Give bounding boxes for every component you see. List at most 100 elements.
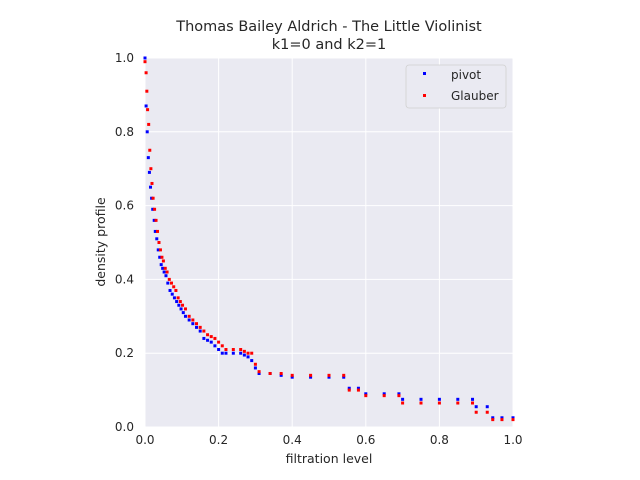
point-glauber xyxy=(511,418,515,422)
point-glauber xyxy=(144,71,148,75)
point-pivot xyxy=(191,322,195,326)
point-glauber xyxy=(191,318,195,322)
plot-area xyxy=(145,58,513,427)
point-pivot xyxy=(342,375,346,379)
point-glauber xyxy=(163,266,167,270)
point-glauber xyxy=(309,373,313,377)
point-pivot xyxy=(347,386,351,390)
point-glauber xyxy=(491,418,495,422)
point-pivot xyxy=(202,336,206,340)
point-glauber xyxy=(145,89,149,93)
point-glauber xyxy=(161,259,165,263)
point-pivot xyxy=(253,366,257,370)
legend-marker-pivot xyxy=(423,72,426,75)
point-pivot xyxy=(397,392,401,396)
point-glauber xyxy=(456,401,460,405)
point-pivot xyxy=(162,270,166,274)
point-pivot xyxy=(213,344,217,348)
point-glauber xyxy=(257,370,261,374)
point-pivot xyxy=(147,170,151,174)
point-pivot xyxy=(257,371,261,375)
point-glauber xyxy=(160,255,164,259)
point-pivot xyxy=(168,288,172,292)
point-glauber xyxy=(151,196,155,200)
point-pivot xyxy=(206,338,210,342)
point-pivot xyxy=(471,397,475,401)
point-glauber xyxy=(174,288,178,292)
chart-title: Thomas Bailey Aldrich - The Little Violi… xyxy=(175,19,482,35)
point-glauber xyxy=(279,371,283,375)
y-axis-label: density profile xyxy=(93,197,108,287)
point-glauber xyxy=(253,362,257,366)
point-pivot xyxy=(209,340,213,344)
point-glauber xyxy=(150,181,154,185)
point-glauber xyxy=(397,394,401,398)
point-glauber xyxy=(176,296,180,300)
data-points xyxy=(143,56,515,422)
point-pivot xyxy=(161,266,165,270)
point-glauber xyxy=(437,401,441,405)
point-pivot xyxy=(153,229,157,233)
point-pivot xyxy=(437,397,441,401)
point-glauber xyxy=(364,394,368,398)
point-pivot xyxy=(231,351,235,355)
point-glauber xyxy=(195,322,199,326)
point-pivot xyxy=(195,325,199,329)
point-glauber xyxy=(154,218,158,222)
point-glauber xyxy=(165,270,169,274)
point-pivot xyxy=(170,292,174,296)
point-glauber xyxy=(181,303,185,307)
y-tick-labels: 0.0 0.2 0.4 0.6 0.8 1.0 xyxy=(115,51,134,434)
point-pivot xyxy=(224,351,228,355)
y-tick-label: 0.0 xyxy=(115,420,134,434)
x-axis-label: filtration level xyxy=(286,451,373,466)
point-glauber xyxy=(419,401,423,405)
point-glauber xyxy=(485,410,489,414)
point-pivot xyxy=(242,353,246,357)
point-pivot xyxy=(485,405,489,409)
legend-label-pivot: pivot xyxy=(451,68,481,82)
point-pivot xyxy=(187,318,191,322)
point-glauber xyxy=(290,373,294,377)
point-glauber xyxy=(250,351,254,355)
point-pivot xyxy=(250,359,254,363)
point-pivot xyxy=(474,405,478,409)
chart-subtitle: k1=0 and k2=1 xyxy=(272,37,387,53)
point-pivot xyxy=(198,329,202,333)
point-pivot xyxy=(356,386,360,390)
point-glauber xyxy=(178,300,182,304)
x-tick-labels: 0.0 0.2 0.4 0.6 0.8 1.0 xyxy=(135,433,522,447)
point-pivot xyxy=(156,248,160,252)
point-pivot xyxy=(181,311,185,315)
point-glauber xyxy=(401,401,405,405)
point-glauber xyxy=(471,401,475,405)
point-glauber xyxy=(209,335,213,339)
x-tick-label: 0.2 xyxy=(209,433,228,447)
point-glauber xyxy=(231,348,235,352)
point-glauber xyxy=(347,388,351,392)
point-pivot xyxy=(364,392,368,396)
point-pivot xyxy=(143,56,147,60)
point-pivot xyxy=(144,104,148,108)
point-pivot xyxy=(500,416,504,420)
point-pivot xyxy=(279,373,283,377)
point-glauber xyxy=(327,373,331,377)
point-pivot xyxy=(164,274,168,278)
point-glauber xyxy=(246,351,250,355)
point-glauber xyxy=(239,348,243,352)
point-glauber xyxy=(158,248,162,252)
point-glauber xyxy=(202,329,206,333)
point-pivot xyxy=(382,392,386,396)
point-glauber xyxy=(146,108,150,112)
x-tick-label: 0.0 xyxy=(135,433,154,447)
point-pivot xyxy=(172,296,176,300)
point-glauber xyxy=(220,344,224,348)
y-tick-label: 0.4 xyxy=(115,272,134,286)
y-tick-label: 0.8 xyxy=(115,125,134,139)
point-glauber xyxy=(224,348,228,352)
point-glauber xyxy=(157,241,161,244)
point-pivot xyxy=(146,156,150,160)
point-glauber xyxy=(213,336,217,340)
point-glauber xyxy=(268,371,272,375)
